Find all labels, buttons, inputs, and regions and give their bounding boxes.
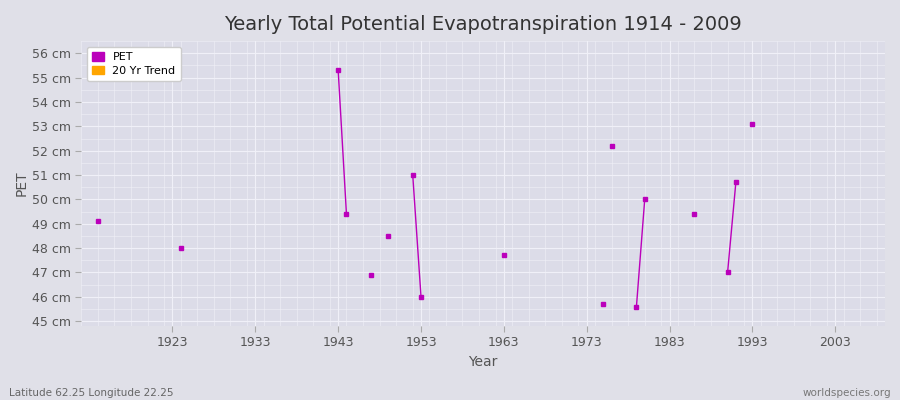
Text: Latitude 62.25 Longitude 22.25: Latitude 62.25 Longitude 22.25 [9,388,174,398]
Y-axis label: PET: PET [15,171,29,196]
Legend: PET, 20 Yr Trend: PET, 20 Yr Trend [87,47,181,81]
Title: Yearly Total Potential Evapotranspiration 1914 - 2009: Yearly Total Potential Evapotranspiratio… [224,15,742,34]
X-axis label: Year: Year [469,355,498,369]
Text: worldspecies.org: worldspecies.org [803,388,891,398]
